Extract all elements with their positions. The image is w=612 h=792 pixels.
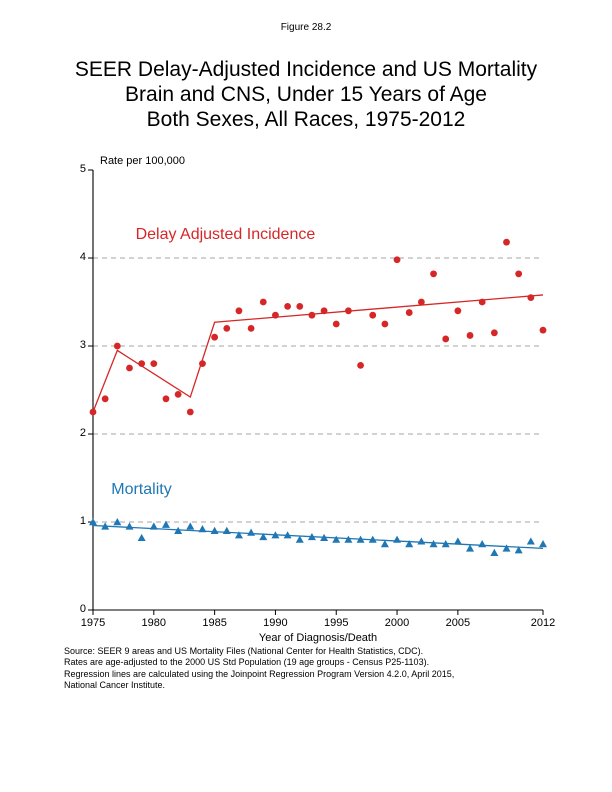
data-point: [186, 522, 194, 529]
data-point: [150, 360, 157, 367]
x-tick-label: 1975: [73, 617, 113, 629]
data-point: [236, 307, 243, 314]
data-point: [491, 329, 498, 336]
y-tick-label: 5: [66, 163, 86, 175]
data-point: [211, 334, 218, 341]
data-point: [272, 312, 279, 319]
data-point: [332, 536, 340, 543]
footer-line: Rates are age-adjusted to the 2000 US St…: [64, 657, 454, 668]
data-point: [223, 325, 230, 332]
data-point: [454, 307, 461, 314]
y-axis-title: Rate per 100,000: [100, 155, 185, 167]
data-point: [357, 362, 364, 369]
x-tick-label: 1990: [255, 617, 295, 629]
x-tick-label: 2012: [523, 617, 563, 629]
data-point: [126, 365, 133, 372]
data-point: [163, 395, 170, 402]
data-point: [321, 307, 328, 314]
data-point: [211, 527, 219, 534]
data-point: [527, 537, 535, 544]
data-point: [503, 544, 511, 551]
data-point: [138, 360, 145, 367]
data-point: [102, 395, 109, 402]
source-footer: Source: SEER 9 areas and US Mortality Fi…: [64, 646, 454, 691]
data-point: [138, 534, 146, 541]
data-point: [527, 294, 534, 301]
data-point: [490, 549, 498, 556]
x-tick-label: 2005: [438, 617, 478, 629]
series-label: Delay Adjusted Incidence: [136, 226, 316, 244]
data-point: [125, 522, 133, 529]
data-point: [539, 540, 547, 547]
data-point: [175, 391, 182, 398]
data-point: [198, 525, 206, 532]
data-point: [406, 309, 413, 316]
data-point: [90, 409, 97, 416]
series-label: Mortality: [111, 481, 171, 499]
y-tick-label: 0: [66, 603, 86, 615]
data-point: [260, 299, 267, 306]
data-point: [467, 332, 474, 339]
data-point: [333, 321, 340, 328]
footer-line: Source: SEER 9 areas and US Mortality Fi…: [64, 646, 454, 657]
data-point: [369, 312, 376, 319]
data-point: [150, 522, 158, 529]
footer-line: Regression lines are calculated using th…: [64, 669, 454, 680]
y-tick-label: 3: [66, 339, 86, 351]
data-point: [248, 325, 255, 332]
x-tick-label: 1985: [195, 617, 235, 629]
y-tick-label: 1: [66, 515, 86, 527]
y-tick-label: 2: [66, 427, 86, 439]
data-point: [454, 537, 462, 544]
footer-line: National Cancer Institute.: [64, 680, 454, 691]
data-point: [515, 270, 522, 277]
data-point: [247, 529, 255, 536]
data-point: [479, 299, 486, 306]
data-point: [114, 343, 121, 350]
data-point: [503, 239, 510, 246]
x-axis-title: Year of Diagnosis/Death: [93, 632, 543, 644]
data-point: [417, 537, 425, 544]
data-point: [418, 299, 425, 306]
x-tick-label: 1980: [134, 617, 174, 629]
data-point: [309, 312, 316, 319]
y-tick-label: 4: [66, 251, 86, 263]
regression-line: [93, 295, 543, 412]
data-point: [394, 256, 401, 263]
data-point: [296, 303, 303, 310]
data-point: [442, 336, 449, 343]
regression-line: [93, 526, 543, 549]
data-point: [540, 327, 547, 334]
data-point: [223, 527, 231, 534]
x-tick-label: 1995: [316, 617, 356, 629]
data-point: [345, 307, 352, 314]
data-point: [187, 409, 194, 416]
data-point: [284, 303, 291, 310]
data-point: [478, 540, 486, 547]
data-point: [393, 536, 401, 543]
data-point: [199, 360, 206, 367]
data-point: [381, 321, 388, 328]
x-tick-label: 2000: [377, 617, 417, 629]
data-point: [430, 270, 437, 277]
